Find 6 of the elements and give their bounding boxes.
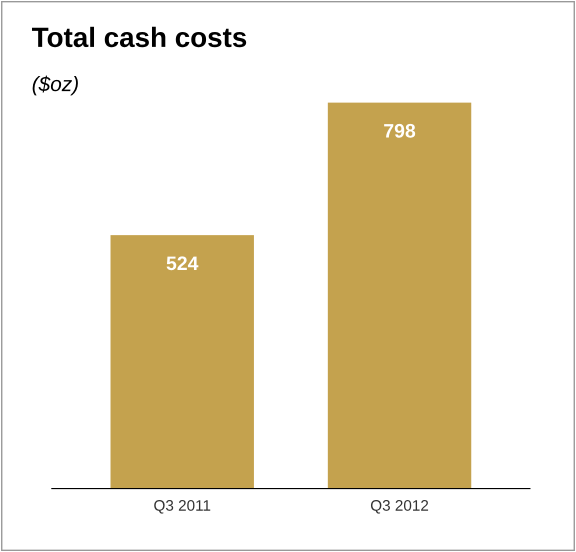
chart-title: Total cash costs [32,26,246,48]
data-label: 798 [384,124,416,138]
x-tick-label: Q3 2011 [154,500,210,514]
data-label: 524 [166,256,198,270]
chart-subtitle: ($oz) [32,76,78,96]
x-tick-label: Q3 2012 [370,500,428,514]
